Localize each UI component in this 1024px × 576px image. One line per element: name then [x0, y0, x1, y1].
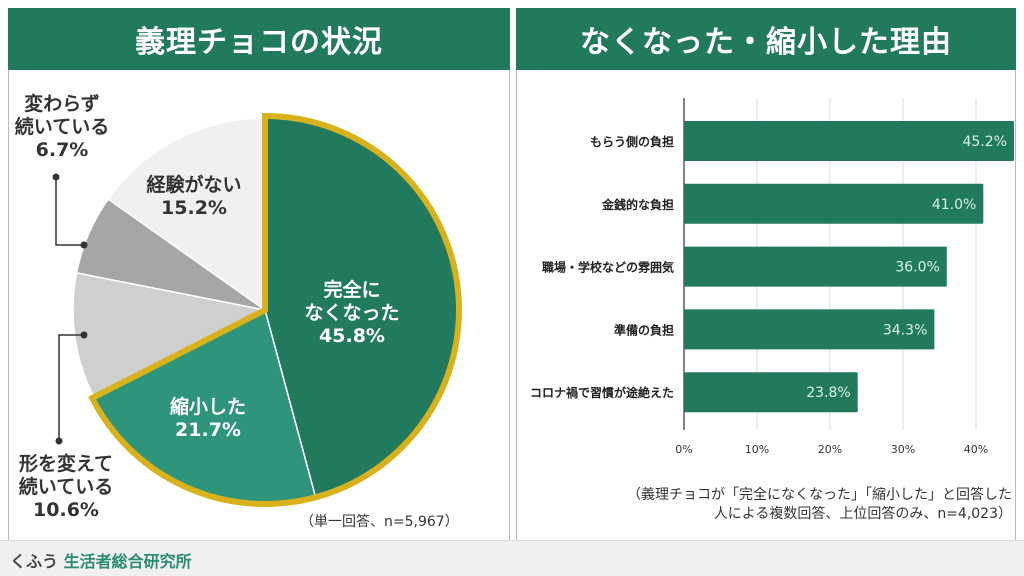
x-tick-label: 0%	[675, 443, 692, 456]
bar	[684, 309, 935, 350]
bar-value-label: 36.0%	[895, 260, 939, 276]
pie-slice	[107, 117, 266, 312]
footer	[0, 540, 1024, 576]
leader-line-unchanged	[55, 177, 84, 246]
bar-category-label: 金銭的な負担	[601, 197, 674, 212]
bar-value-label: 45.2%	[962, 134, 1006, 150]
x-tick-label: 20%	[818, 443, 842, 456]
bar-value-label: 34.3%	[883, 322, 927, 338]
pie-chart-title: 義理チョコの状況	[8, 8, 510, 70]
bar-note: （義理チョコが「完全になくなった」「縮小した」と回答した 人による複数回答、上位…	[520, 486, 1012, 524]
pie-label-completely-gone: 完全になくなった 45.8%	[304, 278, 399, 347]
bar-value-label: 23.8%	[806, 385, 850, 401]
leader-dot	[55, 437, 63, 445]
leader-dot	[80, 241, 88, 249]
bar	[684, 372, 858, 413]
x-tick-label: 40%	[964, 443, 988, 456]
bar-category-label: もらう側の負担	[590, 134, 674, 149]
brand-name-a: くふう	[10, 552, 59, 571]
bar	[684, 246, 947, 287]
leader-dot	[52, 173, 60, 181]
pie-highlight-outline	[88, 112, 462, 507]
pie-label-unchanged: 変わらず続いている 6.7%	[15, 92, 109, 161]
bar-category-label: 職場・学校などの雰囲気	[542, 260, 674, 275]
pie-label-no-experience: 経験がない 15.2%	[146, 173, 241, 219]
bar-note-line2: 人による複数回答、上位回答のみ、n=4,023）	[713, 506, 1012, 522]
pie-slice	[72, 271, 268, 399]
bar-chart-title: なくなった・縮小した理由	[516, 8, 1016, 70]
x-tick-label: 30%	[891, 443, 915, 456]
pie-label-changed-form: 形を変えて続いている 10.6%	[19, 452, 113, 521]
leader-line-changed-form	[58, 334, 84, 441]
brand-logo: くふう 生活者総合研究所	[10, 548, 192, 572]
x-tick-label: 10%	[745, 443, 769, 456]
pie-label-reduced: 縮小した 21.7%	[170, 395, 246, 441]
bar-category-label: 準備の負担	[614, 322, 674, 337]
bar-value-label: 41.0%	[932, 197, 976, 213]
bar-note-line1: （義理チョコが「完全になくなった」「縮小した」と回答した	[627, 487, 1012, 503]
brand-name-b: 生活者総合研究所	[63, 552, 192, 571]
bar	[684, 121, 1014, 161]
pie-note: （単一回答、n=5,967）	[300, 514, 459, 530]
bar	[684, 183, 984, 224]
bar-category-label: コロナ禍で習慣が途絶えた	[530, 385, 674, 400]
leader-dot	[80, 331, 88, 339]
